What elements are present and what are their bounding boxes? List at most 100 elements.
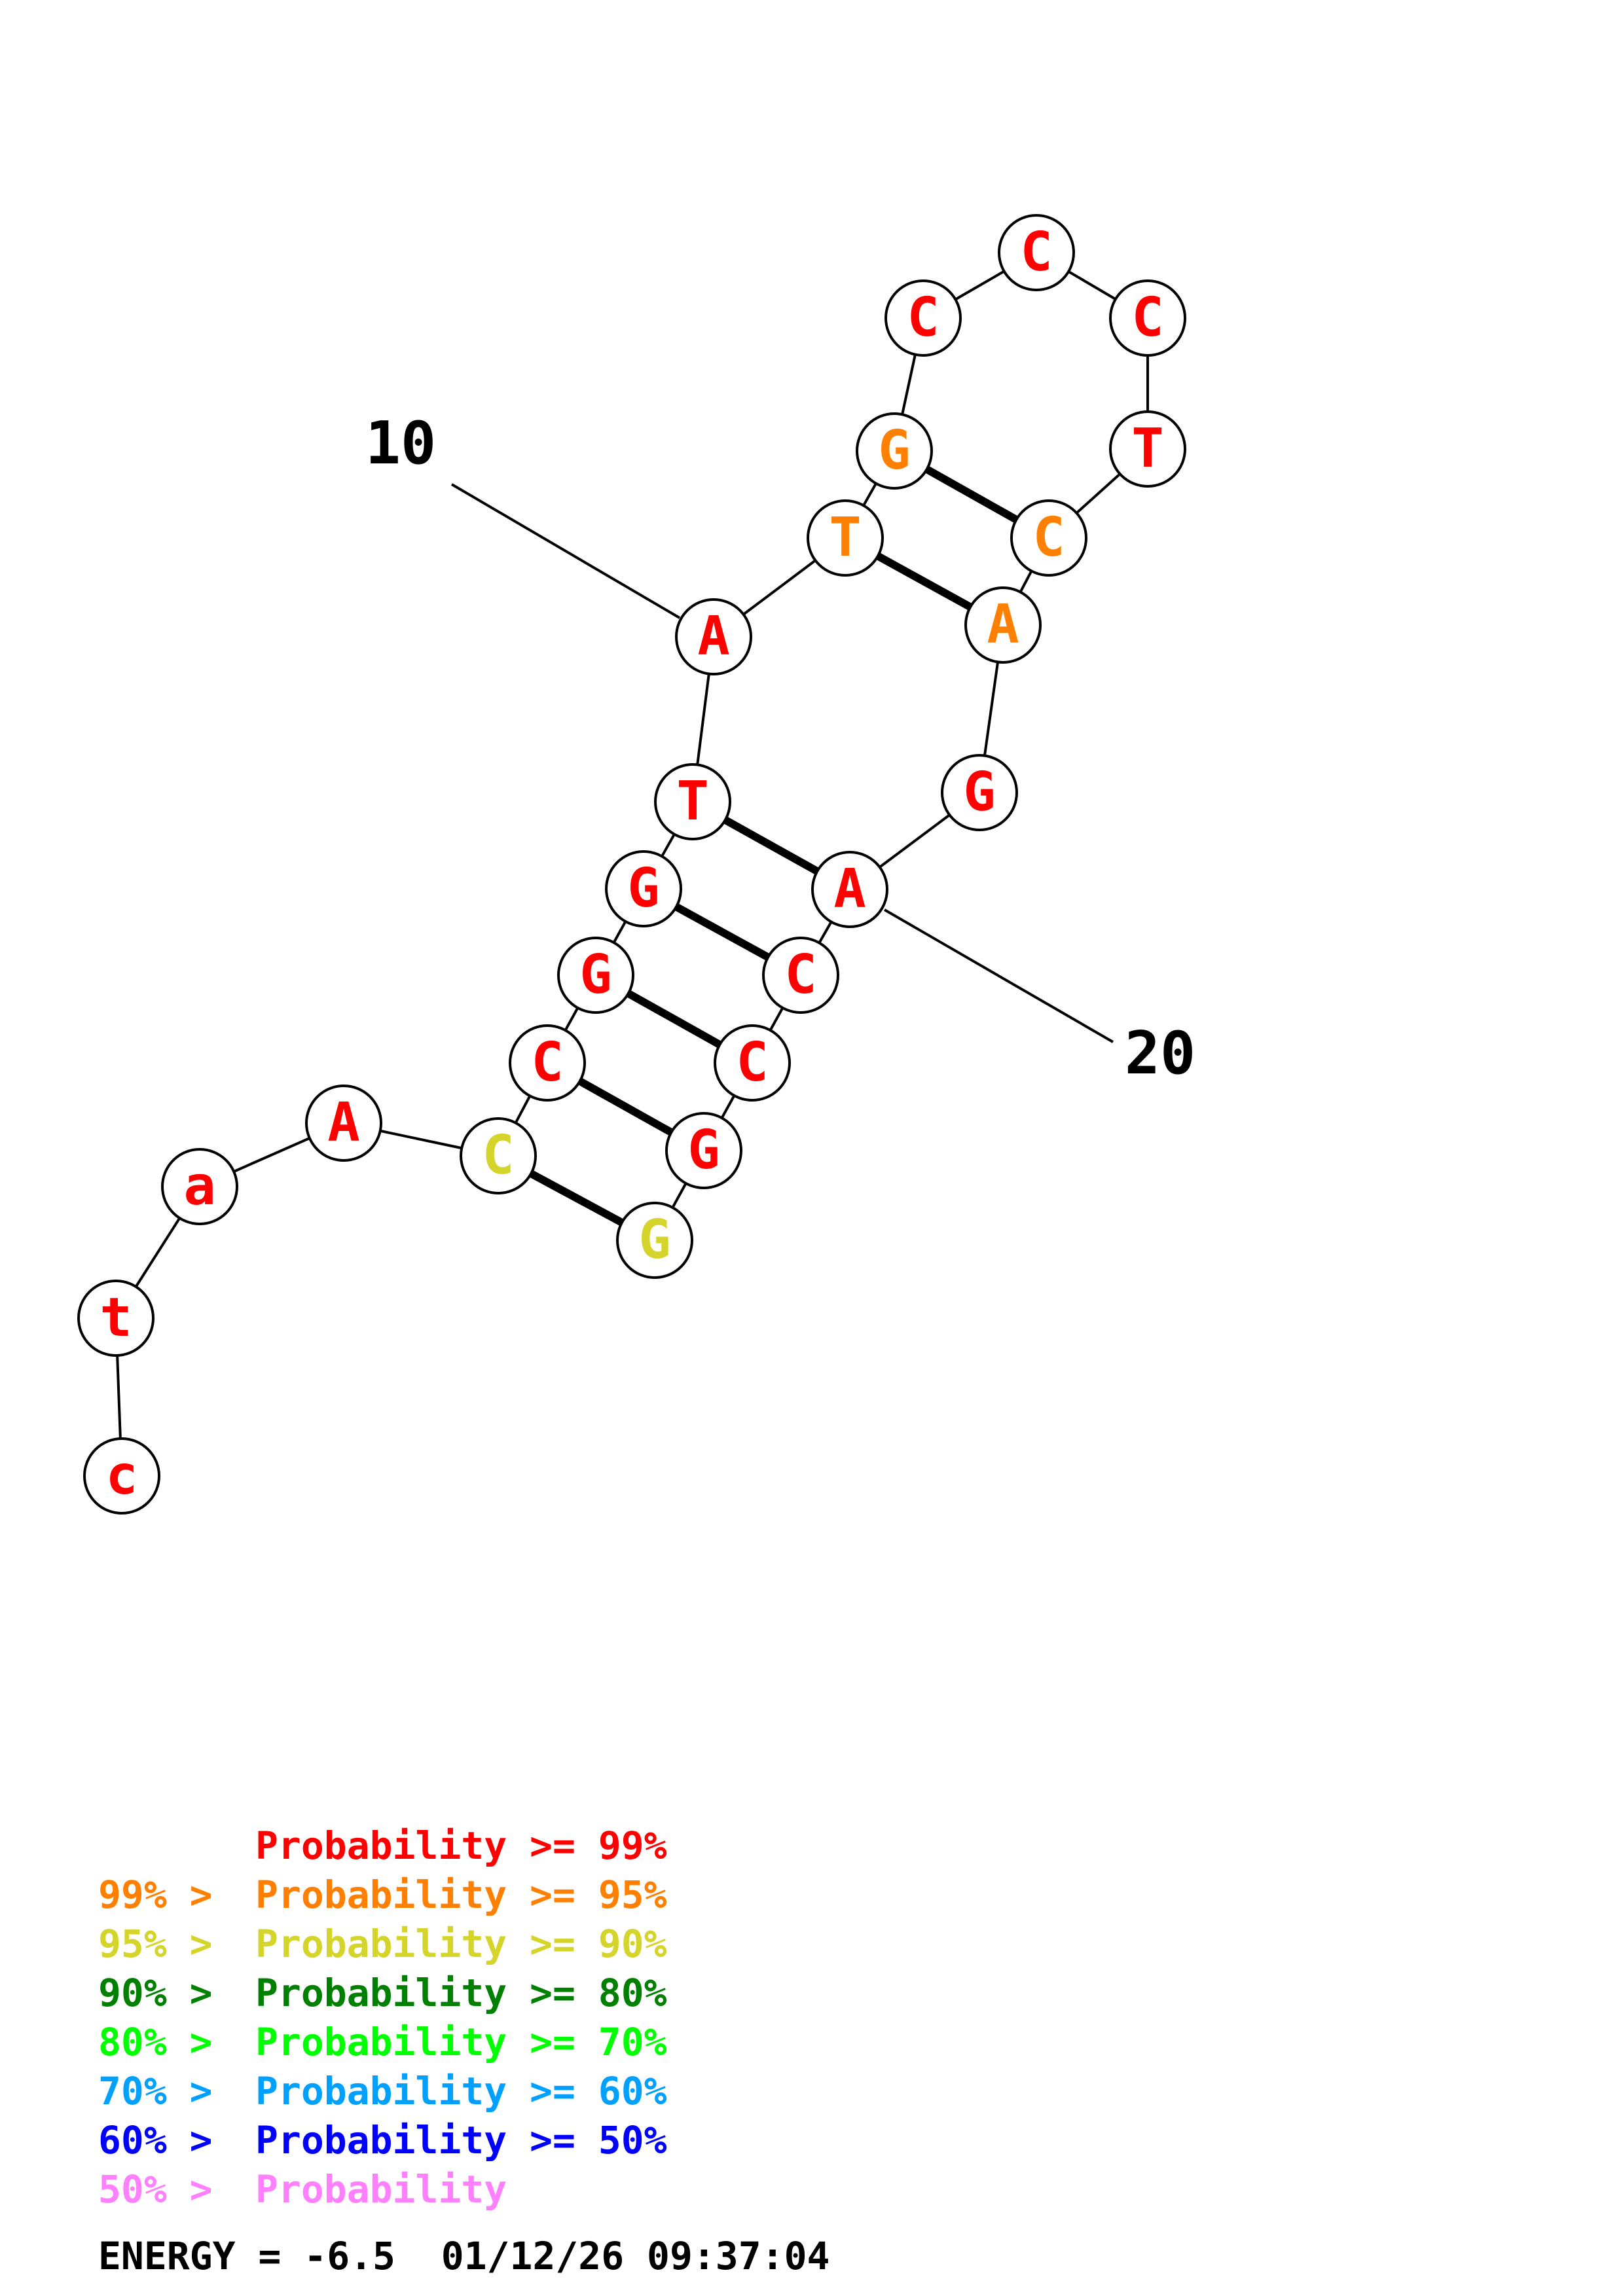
legend-label: Probability <box>255 2167 507 2212</box>
nucleotide-circle <box>762 937 839 1014</box>
legend-prefix: 90% > <box>98 1971 236 2015</box>
tick-label: 10 <box>365 409 436 478</box>
nucleotide: C <box>1010 499 1087 577</box>
nucleotide-circle <box>675 598 752 675</box>
nucleotide: G <box>605 850 682 927</box>
legend-label: Probability >= 95% <box>255 1873 667 1917</box>
nucleotide: A <box>305 1085 382 1162</box>
tick-label-layer: 10 20 <box>365 409 1195 1088</box>
nucleotide-letter: G <box>627 857 659 920</box>
tick-line <box>450 483 681 619</box>
nucleotide: A <box>675 598 752 675</box>
nucleotide-circle <box>714 1024 791 1102</box>
nucleotide-letter: C <box>1131 287 1163 349</box>
nucleotide-letter: G <box>579 944 611 1006</box>
legend-prefix: 80% > <box>98 2020 236 2064</box>
nucleotide: c <box>83 1437 160 1515</box>
nucleotide-letter: t <box>100 1287 132 1349</box>
legend-prefix: 50% > <box>98 2167 236 2212</box>
nucleotide-circle <box>1010 499 1087 577</box>
nucleotide-circle <box>964 586 1042 664</box>
nucleotide-letter: C <box>1032 507 1065 569</box>
nucleotide-letter: A <box>987 594 1019 656</box>
legend-row: 95% > Probability >= 90% <box>98 1922 667 1966</box>
nucleotide: G <box>856 412 933 490</box>
legend-label: Probability >= 80% <box>255 1971 667 2015</box>
nucleotide-circle <box>161 1148 238 1225</box>
legend-label: Probability >= 50% <box>255 2118 667 2162</box>
legend-prefix: 70% > <box>98 2069 236 2113</box>
nucleotide-circle <box>884 279 962 357</box>
nucleotide: A <box>811 851 888 928</box>
nucleotide: C <box>714 1024 791 1102</box>
nucleotide-circle <box>305 1085 382 1162</box>
nucleotide-circle <box>83 1437 160 1515</box>
nucleotide-letter: A <box>327 1092 359 1154</box>
nucleotide-circle <box>616 1202 693 1279</box>
nucleotide-letter: a <box>183 1155 215 1217</box>
nucleotide-circle <box>1109 410 1186 488</box>
energy-line: ENERGY = -6.5 01/12/26 09:37:04 <box>98 2234 830 2278</box>
nucleotide-circle <box>856 412 933 490</box>
base-pair-layer <box>496 447 1051 1244</box>
legend-row: 70% > Probability >= 60% <box>98 2069 667 2113</box>
nucleotide-circle <box>811 851 888 928</box>
legend-row: 50% > Probability <box>98 2167 507 2212</box>
nucleotide-circle <box>460 1117 537 1194</box>
nucleotide: G <box>665 1112 742 1189</box>
legend-row: Probability >= 99% <box>255 1823 667 1868</box>
nucleotide: T <box>1109 410 1186 488</box>
nucleotide-letter: C <box>531 1031 563 1094</box>
nucleotide-letter: C <box>907 287 939 349</box>
nucleotide: C <box>762 937 839 1014</box>
nucleotide: G <box>616 1202 693 1279</box>
nucleotide-letter: C <box>482 1124 514 1187</box>
nucleotide-letter: G <box>687 1119 720 1181</box>
nucleotide-letter: G <box>638 1209 670 1271</box>
legend-prefix: 99% > <box>98 1873 236 1917</box>
nucleotide-letter: A <box>833 858 866 920</box>
nucleotide-circle <box>998 214 1075 291</box>
legend-row: 99% > Probability >= 95% <box>98 1873 667 1917</box>
nucleotide: T <box>807 499 884 577</box>
nucleotide: C <box>998 214 1075 291</box>
legend-prefix: 95% > <box>98 1922 236 1966</box>
nucleotide: T <box>654 763 731 840</box>
legend-label: Probability >= 99% <box>255 1823 667 1868</box>
nucleotide-letter: C <box>1020 221 1052 283</box>
nucleotide: G <box>941 754 1018 831</box>
nucleotide-letter: c <box>105 1444 137 1507</box>
legend-label: Probability >= 60% <box>255 2069 667 2113</box>
nucleotide-letter: G <box>963 761 995 823</box>
legend-label: Probability >= 90% <box>255 1922 667 1966</box>
nucleotide-circle <box>509 1024 586 1102</box>
legend-row: 90% > Probability >= 80% <box>98 1971 667 2015</box>
nucleotide: G <box>557 937 634 1014</box>
nucleotide-circle <box>1109 279 1186 357</box>
nucleotide-letter: G <box>878 420 910 482</box>
nucleotide-circle <box>605 850 682 927</box>
probability-legend: Probability >= 99% 99% > Probability >= 9… <box>98 1823 667 2212</box>
nucleotide-circle <box>941 754 1018 831</box>
nucleotide-letter: T <box>1131 418 1163 480</box>
legend-prefix: 60% > <box>98 2118 236 2162</box>
nucleotide-circle <box>807 499 884 577</box>
nucleotide-circle <box>557 937 634 1014</box>
nucleotide-letter: T <box>829 507 861 569</box>
nucleotide-letter: A <box>697 605 729 668</box>
tick-label: 20 <box>1125 1019 1195 1088</box>
tick-line <box>883 908 1114 1043</box>
nucleotide: t <box>77 1280 155 1357</box>
nucleotide: A <box>964 586 1042 664</box>
nucleotide: C <box>460 1117 537 1194</box>
nucleotide: C <box>1109 279 1186 357</box>
nucleotide-letter: C <box>784 944 816 1006</box>
nucleotide: a <box>161 1148 238 1225</box>
nucleotide-circle <box>654 763 731 840</box>
nucleotide-circle <box>665 1112 742 1189</box>
nucleotide: C <box>884 279 962 357</box>
nucleotide: C <box>509 1024 586 1102</box>
nucleotide-circle <box>77 1280 155 1357</box>
